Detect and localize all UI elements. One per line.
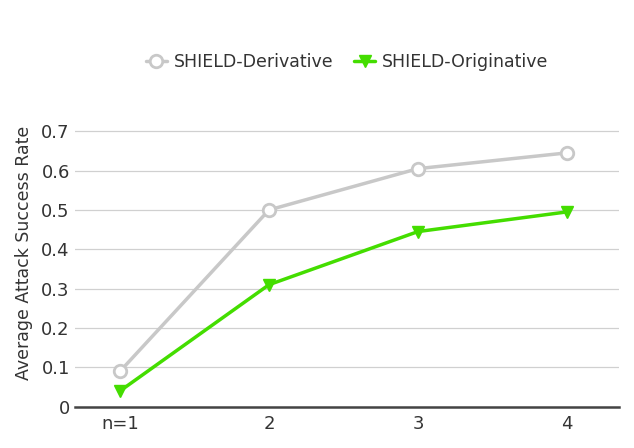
SHIELD-Originative bbox=[563, 209, 571, 215]
SHIELD-Originative bbox=[414, 229, 422, 234]
SHIELD-Originative bbox=[116, 388, 124, 394]
SHIELD-Derivative bbox=[265, 207, 273, 213]
SHIELD-Derivative bbox=[563, 150, 571, 155]
Line: SHIELD-Derivative: SHIELD-Derivative bbox=[114, 146, 573, 378]
Legend: SHIELD-Derivative, SHIELD-Originative: SHIELD-Derivative, SHIELD-Originative bbox=[146, 53, 548, 71]
SHIELD-Derivative bbox=[116, 369, 124, 374]
SHIELD-Originative bbox=[265, 282, 273, 287]
Y-axis label: Average Attack Success Rate: Average Attack Success Rate bbox=[15, 126, 33, 380]
SHIELD-Derivative bbox=[414, 166, 422, 171]
Line: SHIELD-Originative: SHIELD-Originative bbox=[114, 206, 573, 397]
